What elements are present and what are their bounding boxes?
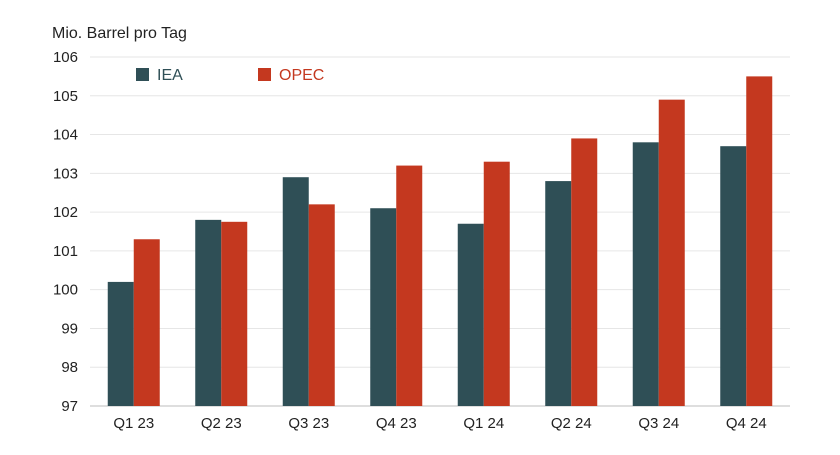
x-tick-label: Q1 23 (113, 415, 154, 432)
bars (107, 76, 773, 407)
y-tick-label: 106 (53, 49, 78, 66)
y-tick-labels: 97 98 99 100 101 102 103 104 105 106 (53, 49, 78, 415)
gridlines (90, 56, 790, 407)
bar-opec (483, 161, 510, 406)
y-tick-label: 103 (53, 165, 78, 182)
legend: IEA OPEC (136, 67, 324, 84)
y-tick-label: 97 (61, 398, 78, 415)
legend-swatch-iea (136, 68, 149, 81)
bar-opec (746, 76, 773, 406)
x-tick-label: Q4 24 (726, 415, 767, 432)
x-tick-label: Q3 23 (288, 415, 329, 432)
bar-opec (221, 221, 248, 406)
y-tick-label: 104 (53, 127, 78, 144)
bar-iea (632, 142, 659, 407)
x-tick-label: Q2 23 (201, 415, 242, 432)
legend-swatch-opec (258, 68, 271, 81)
x-tick-label: Q1 24 (463, 415, 504, 432)
y-tick-label: 99 (61, 320, 78, 337)
y-tick-label: 98 (61, 359, 78, 376)
x-tick-label: Q4 23 (376, 415, 417, 432)
x-tick-label: Q2 24 (551, 415, 592, 432)
y-tick-label: 105 (53, 88, 78, 105)
legend-label-iea: IEA (157, 67, 183, 84)
bar-iea (720, 146, 747, 406)
x-tick-label: Q3 24 (638, 415, 679, 432)
bar-opec (133, 239, 160, 406)
bar-opec (396, 165, 423, 406)
bar-iea (282, 177, 309, 406)
y-tick-label: 102 (53, 204, 78, 221)
x-tick-labels: Q1 23 Q2 23 Q3 23 Q4 23 Q1 24 Q2 24 Q3 24 Q4 24 (113, 415, 766, 432)
y-axis-title: Mio. Barrel pro Tag (52, 25, 187, 42)
bar-iea (370, 208, 397, 406)
y-tick-label: 100 (53, 282, 78, 299)
y-tick-label: 101 (53, 243, 78, 260)
bar-iea (457, 223, 484, 406)
bar-opec (571, 138, 598, 406)
bar-opec (658, 99, 685, 407)
bar-opec (308, 204, 335, 406)
bar-iea (195, 219, 222, 406)
bar-iea (545, 181, 572, 406)
legend-label-opec: OPEC (279, 67, 324, 84)
bar-iea (107, 281, 134, 406)
